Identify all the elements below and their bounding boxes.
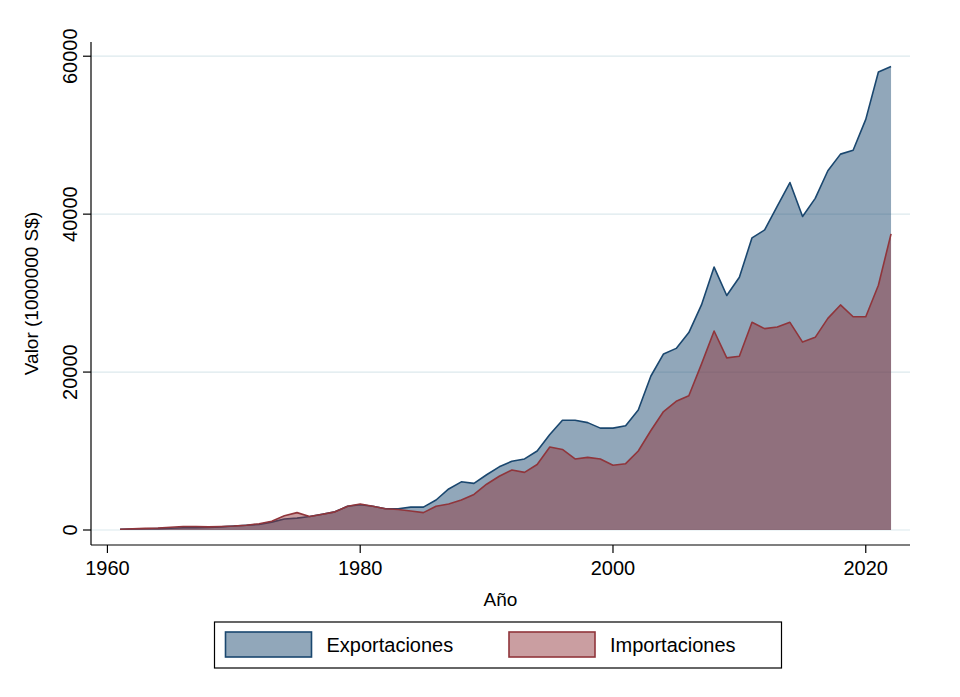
y-tick-label: 0 — [59, 524, 81, 535]
x-tick-label: 2000 — [591, 557, 636, 579]
y-tick — [83, 214, 91, 215]
area — [120, 66, 891, 530]
y-tick-label: 40000 — [59, 186, 81, 242]
chart: 0 20000 40000 60000 1960 1980 2000 2020 Año Valor… — [0, 0, 960, 697]
legend-key — [226, 632, 312, 657]
x-tick — [865, 545, 866, 553]
x-tick — [612, 545, 613, 553]
area — [120, 234, 891, 530]
y-tick-label: 20000 — [59, 344, 81, 400]
x-tick — [360, 545, 361, 553]
legend: Exportaciones Importaciones — [215, 622, 782, 668]
y-tick — [83, 56, 91, 57]
x-tick-label: 1980 — [338, 557, 383, 579]
x-tick — [107, 545, 108, 553]
area-line — [120, 66, 891, 529]
x-tick-label: 1960 — [85, 557, 130, 579]
grid-line — [91, 56, 910, 57]
y-tick — [83, 529, 91, 530]
legend-label: Exportaciones — [327, 634, 454, 656]
x-axis-label: Año — [484, 589, 518, 610]
areas — [120, 66, 891, 530]
y-tick — [83, 371, 91, 372]
legend-box — [215, 622, 782, 668]
y-axis — [90, 42, 91, 545]
area-line — [120, 234, 891, 529]
legend-key — [509, 632, 595, 657]
x-axis — [91, 544, 910, 545]
background — [0, 0, 960, 697]
y-axis-label: Valor (1000000 S$) — [21, 212, 42, 375]
x-tick-label: 2020 — [844, 557, 889, 579]
legend-label: Importaciones — [610, 634, 736, 656]
y-tick-label: 60000 — [59, 28, 81, 84]
